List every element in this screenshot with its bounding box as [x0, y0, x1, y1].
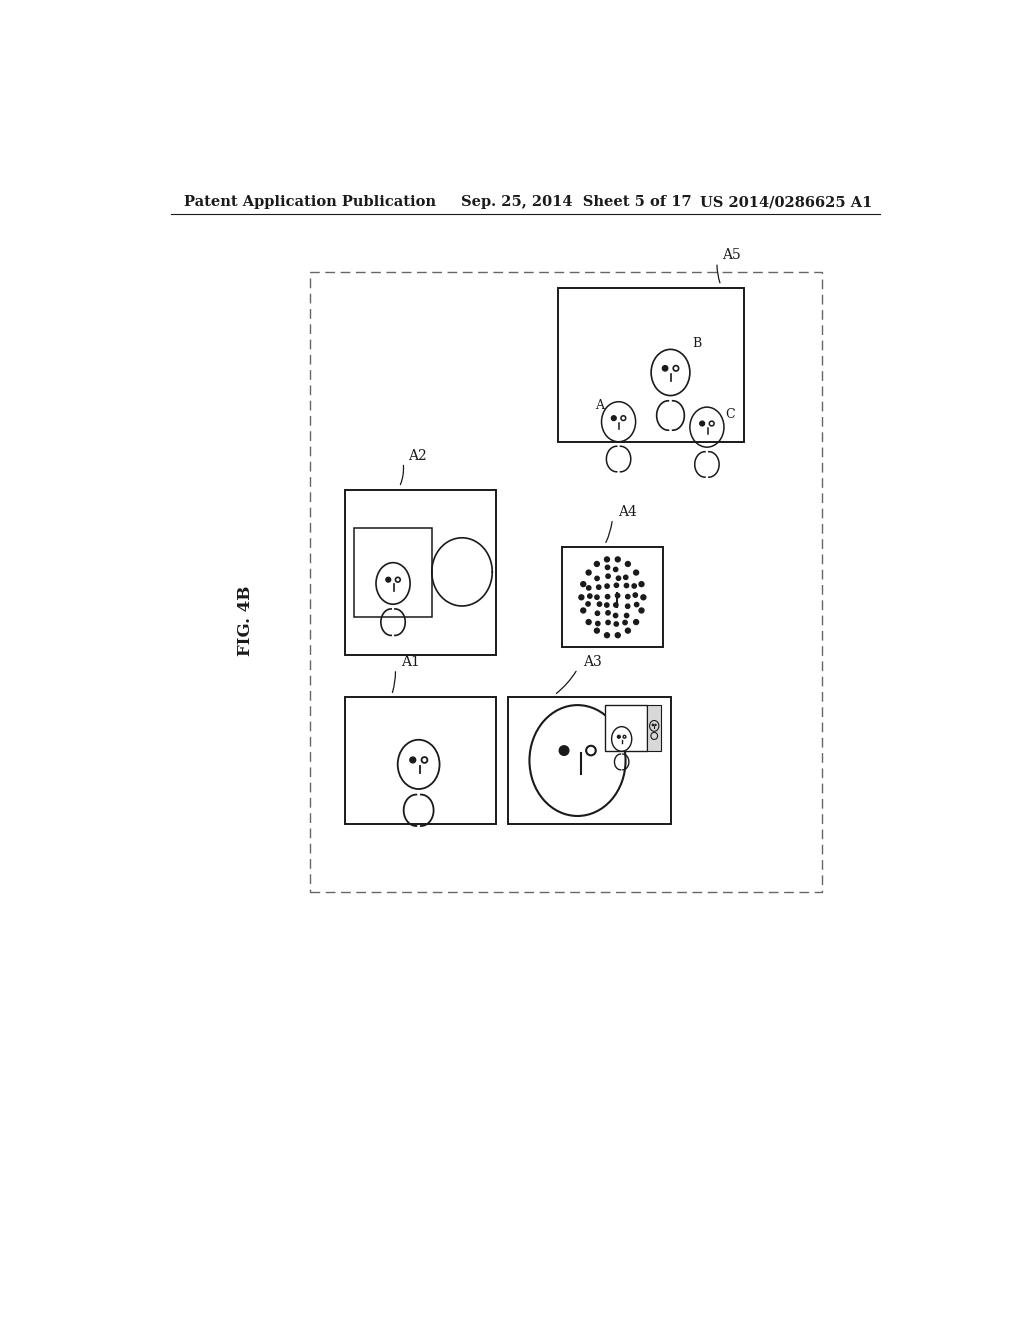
Circle shape: [586, 619, 591, 624]
Circle shape: [613, 614, 617, 618]
Text: Sep. 25, 2014  Sheet 5 of 17: Sep. 25, 2014 Sheet 5 of 17: [461, 195, 692, 210]
Circle shape: [634, 619, 639, 624]
Circle shape: [595, 611, 600, 615]
Circle shape: [606, 620, 610, 624]
Circle shape: [586, 570, 591, 576]
Bar: [354, 528, 432, 616]
Circle shape: [699, 421, 705, 426]
Bar: [345, 697, 496, 825]
Text: A: A: [595, 399, 604, 412]
Circle shape: [616, 576, 621, 581]
Circle shape: [606, 574, 610, 578]
Circle shape: [605, 565, 609, 569]
Circle shape: [626, 594, 630, 599]
Bar: [647, 705, 662, 751]
Circle shape: [625, 583, 629, 587]
Circle shape: [605, 594, 609, 599]
Circle shape: [410, 758, 416, 763]
Circle shape: [604, 557, 609, 562]
Circle shape: [586, 602, 590, 606]
Circle shape: [632, 583, 636, 589]
Circle shape: [633, 593, 638, 597]
Circle shape: [614, 622, 618, 626]
Text: US 2014/0286625 A1: US 2014/0286625 A1: [699, 195, 872, 210]
Circle shape: [595, 595, 599, 599]
Circle shape: [579, 595, 584, 599]
Circle shape: [625, 614, 629, 618]
Circle shape: [386, 577, 391, 582]
Circle shape: [605, 583, 609, 589]
Circle shape: [624, 576, 628, 579]
Bar: [310, 272, 821, 892]
Circle shape: [613, 603, 618, 607]
Circle shape: [639, 609, 644, 612]
Circle shape: [597, 585, 601, 589]
Circle shape: [634, 570, 639, 576]
Circle shape: [559, 746, 569, 755]
Circle shape: [611, 416, 616, 421]
Circle shape: [613, 568, 617, 572]
Circle shape: [623, 620, 628, 624]
Circle shape: [615, 557, 621, 562]
Text: A2: A2: [409, 449, 427, 462]
Circle shape: [596, 622, 600, 626]
Bar: [604, 705, 647, 751]
Text: A1: A1: [400, 655, 420, 669]
Circle shape: [595, 577, 599, 581]
Circle shape: [635, 602, 639, 607]
Bar: [558, 288, 744, 442]
Text: A5: A5: [722, 248, 741, 263]
Circle shape: [617, 735, 621, 738]
Circle shape: [594, 561, 599, 566]
Circle shape: [626, 628, 631, 634]
Circle shape: [615, 632, 621, 638]
Bar: [345, 490, 496, 655]
Circle shape: [641, 595, 646, 599]
Circle shape: [597, 602, 602, 606]
Text: C: C: [726, 408, 735, 421]
Text: FIG. 4B: FIG. 4B: [238, 585, 254, 656]
Circle shape: [604, 603, 609, 607]
Circle shape: [615, 594, 620, 598]
Bar: [508, 697, 671, 825]
Circle shape: [606, 611, 610, 615]
Text: B: B: [692, 337, 701, 350]
Bar: [562, 548, 663, 647]
Text: A3: A3: [583, 655, 602, 669]
Circle shape: [626, 605, 630, 609]
Circle shape: [626, 561, 631, 566]
Circle shape: [594, 628, 599, 634]
Circle shape: [581, 582, 586, 586]
Circle shape: [604, 632, 609, 638]
Circle shape: [588, 594, 592, 598]
Circle shape: [587, 586, 591, 590]
Text: Patent Application Publication: Patent Application Publication: [183, 195, 436, 210]
Circle shape: [581, 609, 586, 612]
Text: A4: A4: [617, 504, 637, 519]
Circle shape: [663, 366, 668, 371]
Circle shape: [639, 582, 644, 586]
Circle shape: [614, 583, 618, 587]
